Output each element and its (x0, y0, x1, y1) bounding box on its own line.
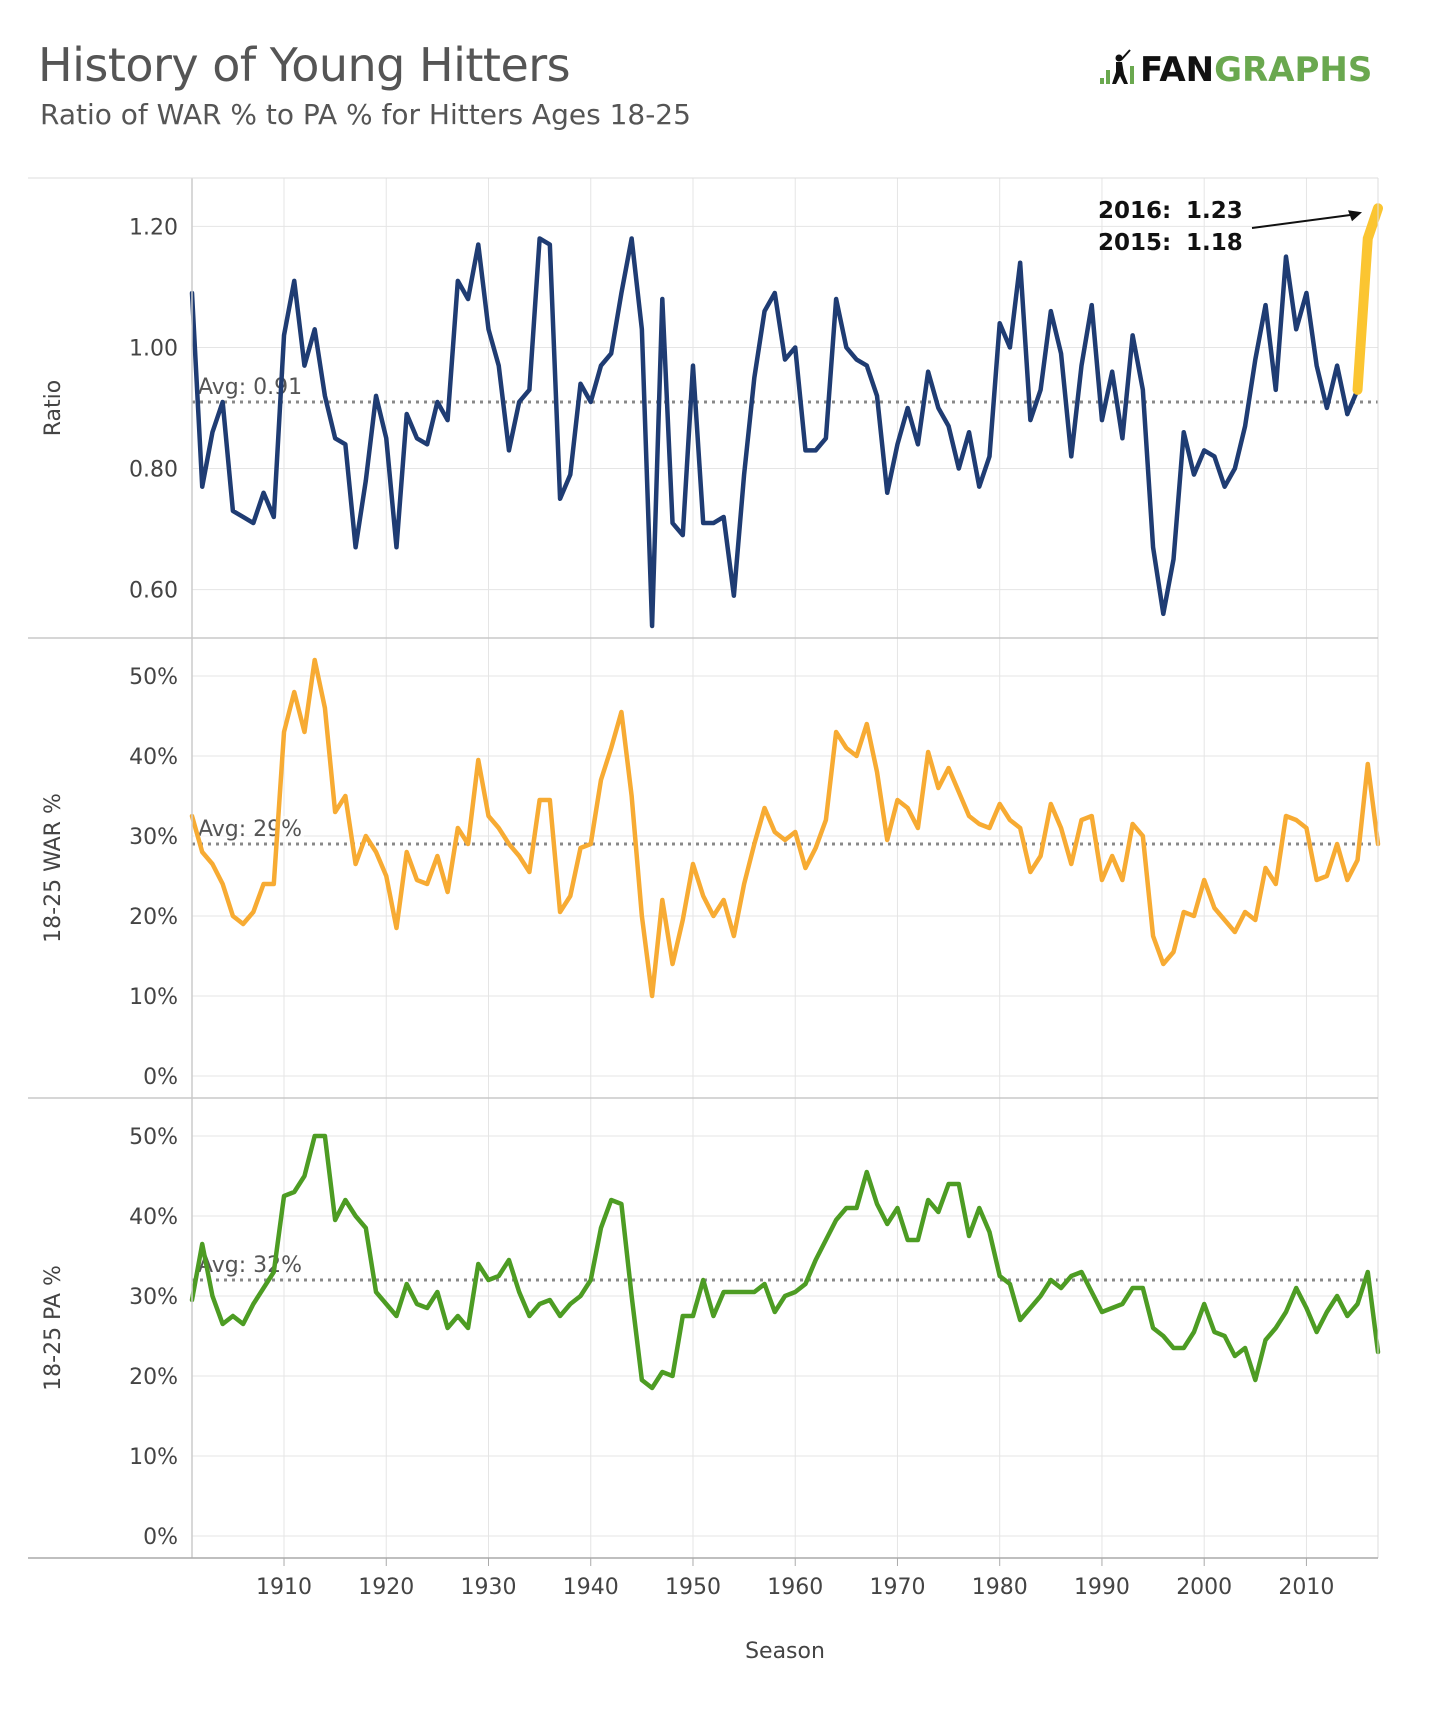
avg-label-ratio: Avg: 0.91 (198, 375, 302, 400)
x-tick-label: 1950 (665, 1575, 721, 1600)
x-tick-label: 1910 (256, 1575, 312, 1600)
y-axis-title-pa: 18-25 PA % (41, 1265, 66, 1391)
x-axis-title: Season (745, 1639, 825, 1664)
y-tick-label: 30% (129, 1285, 178, 1310)
y-tick-label: 10% (129, 985, 178, 1010)
panel-pa: 0% 10% 20% 30% 40% 50% 18-25 PA % Avg: 32% (41, 1125, 1381, 1550)
annotation-label: 2016: (1098, 198, 1171, 224)
series-line-war (189, 657, 1381, 999)
avg-label-pa: Avg: 32% (198, 1253, 302, 1278)
fangraphs-logo: FAN GRAPHS (1100, 48, 1372, 92)
avg-label-bg (194, 373, 304, 400)
x-tick-label: 2010 (1278, 1575, 1334, 1600)
avg-label-war: Avg: 29% (198, 817, 302, 842)
chart-title: History of Young Hitters (38, 38, 571, 92)
y-tick-label: 50% (129, 1125, 178, 1150)
y-tick-label: 0.60 (129, 579, 178, 604)
logo-text-graphs: GRAPHS (1214, 50, 1373, 90)
y-tick-label: 1.00 (129, 336, 178, 361)
x-tick-label: 1940 (563, 1575, 619, 1600)
annotation-label: 2015: (1098, 230, 1171, 256)
avg-label-bg (194, 1252, 304, 1278)
highlight-segment (1352, 203, 1383, 395)
y-tick-label: 0% (143, 1525, 178, 1550)
x-tick-label: 1920 (358, 1575, 414, 1600)
y-tick-label: 40% (129, 1205, 178, 1230)
y-tick-label: 0.80 (129, 458, 178, 483)
avg-label-bg (194, 816, 304, 842)
arrow-head-icon (1348, 210, 1362, 222)
y-tick-label: 0% (143, 1065, 178, 1090)
x-tick-label: 2000 (1176, 1575, 1232, 1600)
annotation-arrow (1251, 213, 1357, 229)
x-tick-label: 1930 (461, 1575, 517, 1600)
y-tick-label: 20% (129, 905, 178, 930)
panel-war: 0% 10% 20% 30% 40% 50% 18-25 WAR % Avg: 29% (41, 657, 1381, 1090)
annotation-value: 1.18 (1186, 230, 1243, 256)
y-tick-label: 1.20 (129, 215, 178, 240)
y-tick-label: 50% (129, 665, 178, 690)
y-tick-label: 10% (129, 1445, 178, 1470)
series-line-pa (189, 1133, 1381, 1391)
chart-subtitle: Ratio of WAR % to PA % for Hitters Ages … (40, 98, 691, 131)
x-tick-label: 1990 (1074, 1575, 1130, 1600)
logo-text-fan: FAN (1140, 50, 1215, 90)
panel-ratio: 0.60 0.80 1.00 1.20 Ratio Avg: 0.91 2016: 1.23 2… (41, 198, 1383, 629)
x-tick-label: 1980 (972, 1575, 1028, 1600)
y-axis-title-war: 18-25 WAR % (41, 793, 66, 943)
y-axis-title-ratio: Ratio (41, 380, 66, 436)
batter-icon (1100, 48, 1136, 93)
series-line-ratio (189, 236, 1350, 629)
x-tick-label: 1960 (767, 1575, 823, 1600)
annotation-value: 1.23 (1186, 198, 1243, 224)
x-tick-label: 1970 (869, 1575, 925, 1600)
y-tick-label: 20% (129, 1365, 178, 1390)
y-tick-label: 40% (129, 745, 178, 770)
y-tick-label: 30% (129, 825, 178, 850)
